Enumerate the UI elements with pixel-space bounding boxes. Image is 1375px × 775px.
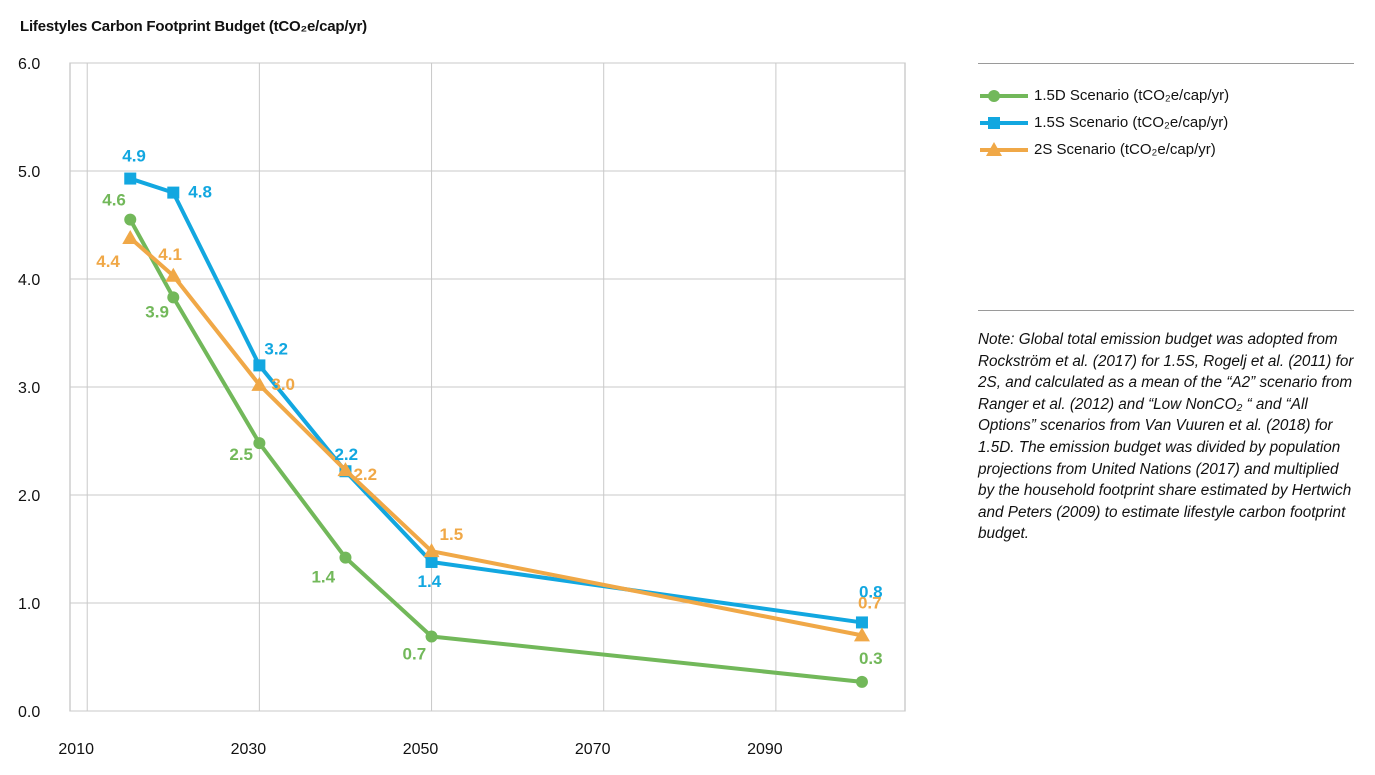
data-label: 4.6	[102, 191, 126, 210]
series-line	[129, 176, 863, 625]
data-label: 4.9	[122, 147, 146, 166]
y-axis-ticks: 0.0 1.0 2.0 3.0 4.0 5.0 6.0	[18, 56, 40, 721]
data-point	[165, 267, 182, 282]
data-label: 3.2	[264, 339, 288, 358]
data-point	[122, 229, 139, 244]
data-label: 1.4	[311, 568, 335, 587]
data-point	[251, 376, 268, 391]
legend-top-rule	[978, 63, 1354, 64]
legend-item: 1.5D Scenario (tCO₂e/cap/yr)	[978, 82, 1229, 109]
data-label: 0.7	[403, 644, 427, 663]
data-label: 0.3	[859, 649, 883, 668]
data-label: 1.4	[418, 572, 442, 591]
data-point	[253, 437, 266, 450]
data-point	[337, 462, 354, 477]
data-point	[425, 555, 438, 568]
data-point	[986, 141, 1002, 156]
x-tick-label: 2050	[403, 741, 439, 758]
data-point	[339, 551, 352, 564]
data-point	[988, 116, 1000, 129]
x-tick-label: 2090	[747, 741, 783, 758]
y-tick-label: 5.0	[18, 164, 40, 181]
data-point	[425, 630, 438, 643]
data-label: 0.8	[859, 582, 883, 601]
legend-swatch	[980, 141, 1028, 156]
data-point	[253, 359, 266, 372]
data-point	[124, 172, 137, 185]
chart-title: Lifestyles Carbon Footprint Budget (tCO₂…	[20, 18, 367, 35]
y-tick-label: 4.0	[18, 272, 40, 289]
note-top-rule	[978, 310, 1354, 311]
y-tick-label: 3.0	[18, 380, 40, 397]
data-label: 2.2	[353, 465, 377, 484]
y-tick-label: 6.0	[18, 56, 40, 73]
data-point	[124, 213, 137, 226]
data-labels: 4.6 3.9 2.5 1.4 0.7 0.3 4.9 4.8 3.2 2.2 1.4 0.8 4.4 4…	[96, 147, 882, 668]
x-tick-label: 2070	[575, 741, 611, 758]
legend-label: 1.5D Scenario (tCO₂e/cap/yr)	[1034, 87, 1230, 104]
legend: 1.5D Scenario (tCO₂e/cap/yr) 1.5S Scenari…	[978, 82, 1229, 163]
data-label: 2.5	[229, 445, 253, 464]
y-tick-label: 0.0	[18, 704, 40, 721]
data-point	[167, 291, 180, 304]
legend-swatch	[980, 116, 1028, 129]
data-point	[423, 543, 440, 558]
legend-label: 2S Scenario (tCO₂e/cap/yr)	[1034, 141, 1216, 158]
data-point	[988, 89, 1000, 102]
data-label: 0.7	[858, 593, 882, 612]
x-tick-label: 2030	[231, 741, 267, 758]
legend-label: 1.5S Scenario (tCO₂e/cap/yr)	[1034, 114, 1229, 131]
data-label: 4.4	[96, 252, 120, 271]
y-tick-label: 2.0	[18, 488, 40, 505]
x-tick-label: 2010	[58, 741, 94, 758]
series-line	[128, 218, 863, 684]
data-label: 4.8	[188, 183, 212, 202]
legend-item: 1.5S Scenario (tCO₂e/cap/yr)	[978, 109, 1229, 136]
data-label: 3.9	[145, 302, 169, 321]
legend-swatch	[980, 89, 1028, 102]
series	[122, 172, 870, 688]
data-point	[855, 616, 868, 629]
data-label: 4.1	[158, 245, 182, 264]
data-point	[853, 627, 870, 642]
series-line	[128, 236, 863, 638]
y-tick-label: 1.0	[18, 596, 40, 613]
x-axis-ticks: 2010 2030 2050 2070 2090	[58, 741, 782, 758]
data-point	[855, 675, 868, 688]
data-point	[167, 186, 180, 199]
chart-note: Note: Global total emission budget was a…	[978, 331, 1354, 543]
data-label: 1.5	[440, 525, 464, 544]
data-label: 2.2	[334, 445, 358, 464]
data-label: 3.0	[271, 375, 295, 394]
legend-item: 2S Scenario (tCO₂e/cap/yr)	[978, 136, 1229, 163]
gridlines	[69, 62, 906, 712]
